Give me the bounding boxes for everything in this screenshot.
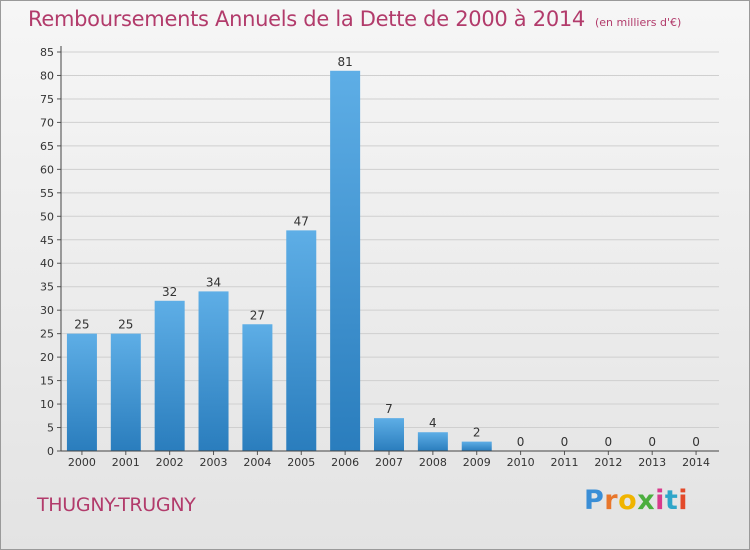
x-tick-label: 2013 [638,456,666,469]
data-label: 0 [648,435,656,449]
x-tick-label: 2008 [419,456,447,469]
data-label: 25 [74,318,89,332]
data-label: 0 [561,435,569,449]
x-tick-label: 2010 [507,456,535,469]
bar [286,230,317,451]
bar [417,432,448,451]
x-tick-label: 2011 [550,456,578,469]
y-tick-label: 35 [40,281,54,294]
data-label: 81 [337,55,352,69]
x-tick-label: 2005 [287,456,315,469]
bar [154,300,185,451]
bar [330,70,361,451]
bars [66,70,492,451]
data-label: 7 [385,402,393,416]
data-label: 2 [473,426,481,440]
data-label: 47 [294,214,309,228]
y-tick-label: 5 [47,422,54,435]
x-tick-label: 2000 [68,456,96,469]
bar [110,333,141,451]
x-tick-label: 2012 [594,456,622,469]
y-tick-label: 15 [40,375,54,388]
y-tick-label: 30 [40,304,54,317]
y-axis-ticks: 0 5 10 15 20 25 30 35 40 45 50 55 60 65 70 75 80 85 [40,46,61,458]
x-tick-label: 2002 [156,456,184,469]
data-label: 27 [250,308,265,322]
x-tick-label: 2006 [331,456,359,469]
y-tick-label: 10 [40,398,54,411]
y-tick-label: 25 [40,328,54,341]
data-label: 4 [429,416,437,430]
data-label: 32 [162,285,177,299]
bar [198,291,229,451]
y-tick-label: 70 [40,116,54,129]
y-tick-label: 55 [40,187,54,200]
y-tick-label: 80 [40,69,54,82]
bar [461,441,492,451]
y-tick-label: 0 [47,445,54,458]
y-tick-label: 45 [40,234,54,247]
x-axis-ticks: 2000 2001 2002 2003 2004 2005 2006 2007 2008 2009… [68,451,710,469]
x-tick-label: 2001 [112,456,140,469]
data-label: 0 [605,435,613,449]
data-label: 0 [692,435,700,449]
y-tick-label: 85 [40,46,54,59]
y-tick-label: 50 [40,210,54,223]
chart-unit: (en milliers d'€) [595,16,682,29]
x-tick-label: 2009 [463,456,491,469]
proxiti-logo: Proxiti [584,485,689,516]
y-tick-label: 60 [40,163,54,176]
data-label: 34 [206,275,221,289]
commune-name: THUGNY-TRUGNY [37,494,196,516]
y-tick-label: 75 [40,93,54,106]
y-tick-label: 40 [40,257,54,270]
axes [60,46,719,452]
x-tick-label: 2014 [682,456,710,469]
y-tick-label: 65 [40,140,54,153]
chart-title: Remboursements Annuels de la Dette de 20… [28,7,585,31]
data-labels: 25 25 32 34 27 47 81 7 4 2 0 0 0 0 0 [74,55,700,449]
x-tick-label: 2004 [243,456,271,469]
x-tick-label: 2003 [200,456,228,469]
y-tick-label: 20 [40,351,54,364]
bar [242,324,273,451]
chart-title-block: Remboursements Annuels de la Dette de 20… [28,7,681,31]
data-label: 0 [517,435,525,449]
data-label: 25 [118,318,133,332]
x-tick-label: 2007 [375,456,403,469]
bar [66,333,97,451]
bar [374,418,404,451]
